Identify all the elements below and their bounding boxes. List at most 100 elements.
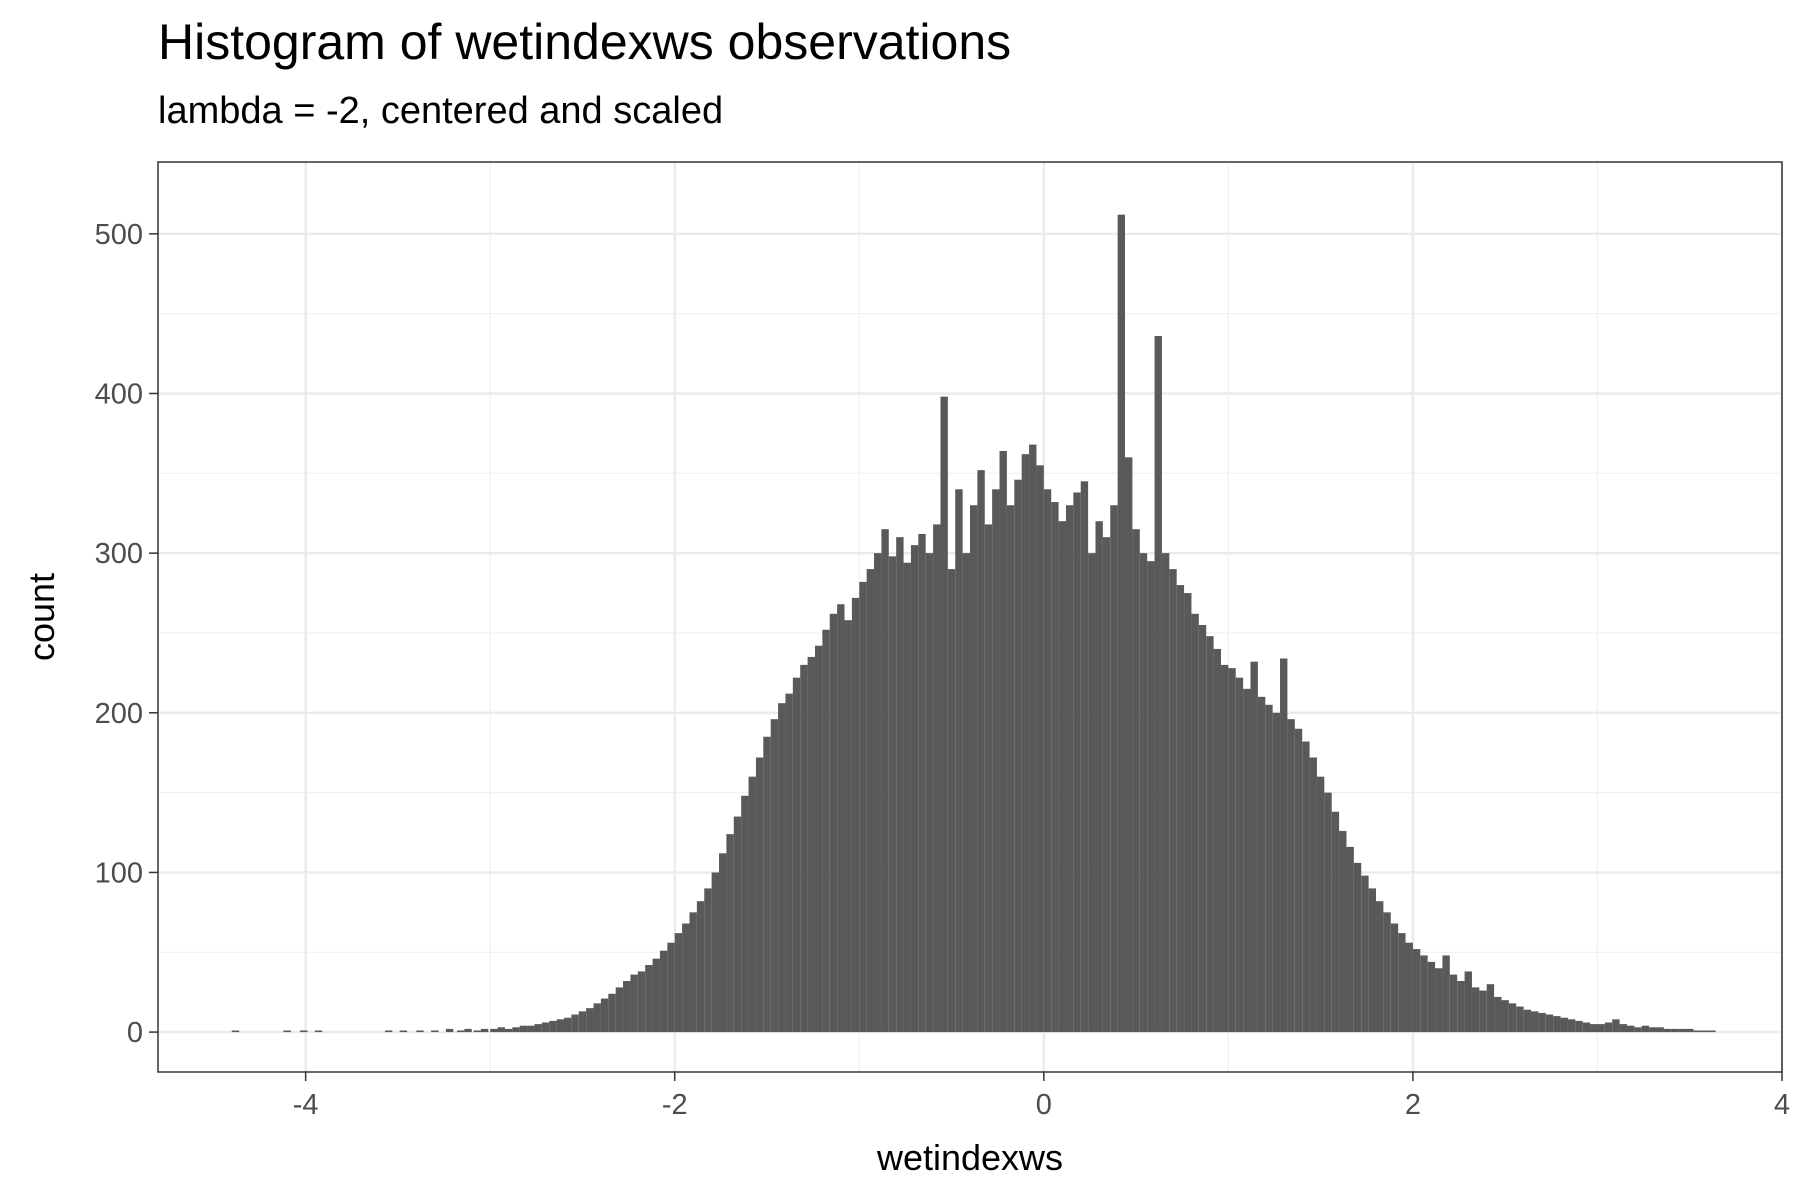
histogram-bar: [844, 620, 852, 1033]
histogram-bar: [859, 581, 867, 1033]
x-axis-title: wetindexws: [876, 1137, 1063, 1178]
histogram-bar: [1280, 658, 1288, 1033]
x-tick-label: 2: [1405, 1089, 1421, 1121]
histogram-bar: [1420, 955, 1428, 1033]
histogram-bar: [940, 396, 948, 1033]
histogram-bar: [1708, 1030, 1716, 1033]
histogram-bar: [1612, 1019, 1620, 1033]
histogram-bar: [1191, 613, 1199, 1033]
histogram-bar: [519, 1025, 528, 1033]
y-tick-label: 300: [95, 538, 143, 570]
histogram-bar: [1560, 1017, 1568, 1033]
histogram-bar: [1567, 1019, 1576, 1033]
histogram-bar: [748, 776, 756, 1033]
histogram-bar: [896, 537, 904, 1033]
histogram-bar: [1361, 875, 1369, 1033]
histogram-bar: [822, 629, 830, 1033]
x-tick-label: -2: [662, 1089, 688, 1121]
histogram-bar: [851, 597, 860, 1033]
y-tick-label: 400: [95, 378, 143, 410]
histogram-bar: [1700, 1030, 1709, 1033]
histogram-bar: [1678, 1028, 1687, 1033]
histogram-bar: [1486, 984, 1495, 1033]
histogram-bar: [1073, 492, 1081, 1033]
histogram-bar: [1449, 974, 1458, 1033]
histogram-bar: [814, 645, 823, 1033]
histogram-bar: [1088, 553, 1096, 1033]
histogram-bar: [1442, 955, 1450, 1033]
histogram-bar: [1435, 968, 1443, 1033]
histogram-bar: [1235, 677, 1244, 1033]
histogram-bar: [1471, 987, 1480, 1033]
histogram-bar: [1029, 444, 1037, 1033]
histogram-bar: [480, 1028, 489, 1033]
histogram-bar: [473, 1030, 481, 1033]
histogram-bar: [1265, 704, 1273, 1033]
histogram-bar: [1427, 961, 1436, 1033]
histogram-bar: [464, 1028, 472, 1033]
histogram-bar: [1553, 1016, 1561, 1033]
histogram-bar: [1479, 990, 1487, 1033]
histogram-bar: [1368, 888, 1376, 1033]
histogram-bar: [1316, 776, 1325, 1033]
histogram-bar: [1626, 1025, 1635, 1033]
y-tick-label: 200: [95, 698, 143, 730]
histogram-bar: [1671, 1028, 1679, 1033]
histogram-bar: [1604, 1022, 1613, 1033]
histogram-bar: [770, 719, 779, 1033]
histogram-bar: [504, 1028, 513, 1033]
histogram-bar: [556, 1019, 564, 1033]
histogram-bar: [1590, 1024, 1598, 1033]
histogram-bar: [1412, 949, 1421, 1033]
histogram-bar: [1390, 923, 1399, 1033]
histogram-bar: [541, 1022, 550, 1033]
histogram-bar: [431, 1030, 439, 1033]
histogram-bar: [445, 1028, 454, 1033]
histogram-bar: [1036, 465, 1044, 1033]
histogram-bar: [1220, 664, 1229, 1033]
histogram-bar: [314, 1030, 323, 1033]
histogram-bar: [512, 1027, 520, 1033]
histogram-bar: [1663, 1028, 1672, 1033]
histogram-bar: [645, 965, 653, 1033]
histogram-bar: [1065, 505, 1074, 1033]
histogram-bar: [497, 1027, 505, 1033]
histogram-bar: [1597, 1024, 1605, 1033]
x-axis: -4 -2 0 2 4: [293, 1072, 1790, 1121]
histogram-bar: [1693, 1030, 1701, 1033]
y-axis: 0 100 200 300 400 500: [95, 219, 158, 1049]
histogram-bar: [778, 703, 786, 1033]
histogram-bar: [888, 556, 897, 1033]
histogram-bar: [918, 533, 926, 1033]
histogram-bar: [456, 1030, 465, 1033]
histogram-bar: [903, 562, 911, 1033]
histogram-bar: [490, 1028, 498, 1033]
histogram-bar: [231, 1030, 240, 1033]
histogram-bar: [1125, 457, 1133, 1033]
histogram-bar: [807, 656, 815, 1033]
histogram-bar: [1110, 505, 1118, 1033]
histogram-bar: [1516, 1006, 1524, 1033]
histogram-bar: [837, 604, 845, 1033]
histogram-bar: [1154, 336, 1162, 1033]
histogram-bar: [578, 1011, 587, 1033]
histogram-bar: [1206, 636, 1214, 1033]
histogram-bar: [999, 450, 1007, 1033]
histogram-bar: [1634, 1027, 1642, 1033]
histogram-bar: [977, 470, 985, 1033]
histogram-bar: [933, 524, 941, 1033]
chart-subtitle: lambda = -2, centered and scaled: [158, 90, 724, 132]
histogram-bar: [1176, 585, 1185, 1033]
histogram-bar: [1198, 624, 1207, 1033]
histogram-bar: [1169, 569, 1177, 1033]
histogram-bar: [1302, 741, 1310, 1033]
histogram-bar: [384, 1030, 393, 1033]
plot-panel-border: [157, 161, 1783, 1073]
histogram-bar: [534, 1024, 542, 1033]
histogram-bar: [682, 923, 690, 1033]
histogram-bar: [1398, 933, 1406, 1033]
histogram-bar: [1545, 1014, 1554, 1033]
histogram-bar: [866, 569, 875, 1033]
histogram-bar: [600, 998, 609, 1033]
histogram-bar: [1139, 553, 1148, 1033]
